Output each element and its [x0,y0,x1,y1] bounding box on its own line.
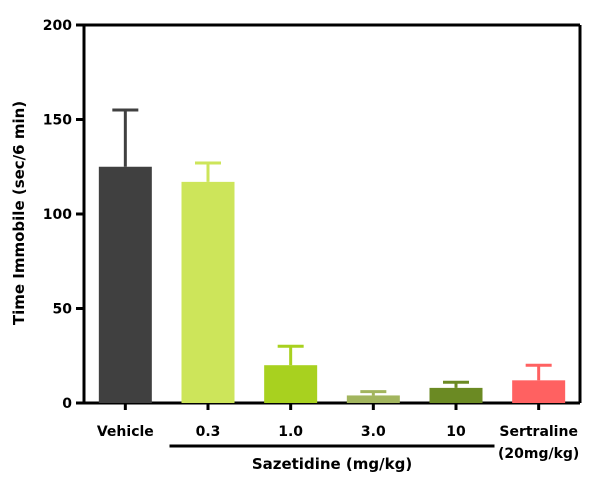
x-tick-label: 3.0 [361,424,386,440]
error-bars [112,108,552,396]
bar [346,395,400,403]
bar [181,181,235,403]
y-tick-label: 100 [43,207,72,223]
y-tick-label: 50 [53,302,73,318]
group-label: Sazetidine (mg/kg) [252,455,412,473]
y-tick-label: 200 [43,18,72,34]
axes [82,23,582,405]
bar [98,166,152,403]
y-tick-label: 150 [43,113,72,129]
bars [98,166,566,403]
x-tick-label: 10 [446,424,466,440]
x-tick-label: 0.3 [196,424,221,440]
bar [264,365,318,403]
x-tick-label: 1.0 [278,424,303,440]
bar [429,387,483,403]
x-categories: Vehicle 0.3 1.0 3.0 10 Sertraline (20mg/kg) [97,403,579,462]
y-tick-label: 0 [62,396,72,412]
bar [512,380,566,403]
x-tick-label: Sertraline [499,424,578,440]
y-axis-label: Time Immobile (sec/6 min) [10,101,28,325]
y-ticks: 0 50 100 150 200 [43,18,84,412]
x-tick-label-line2: (20mg/kg) [498,446,579,462]
x-tick-label: Vehicle [97,424,154,440]
